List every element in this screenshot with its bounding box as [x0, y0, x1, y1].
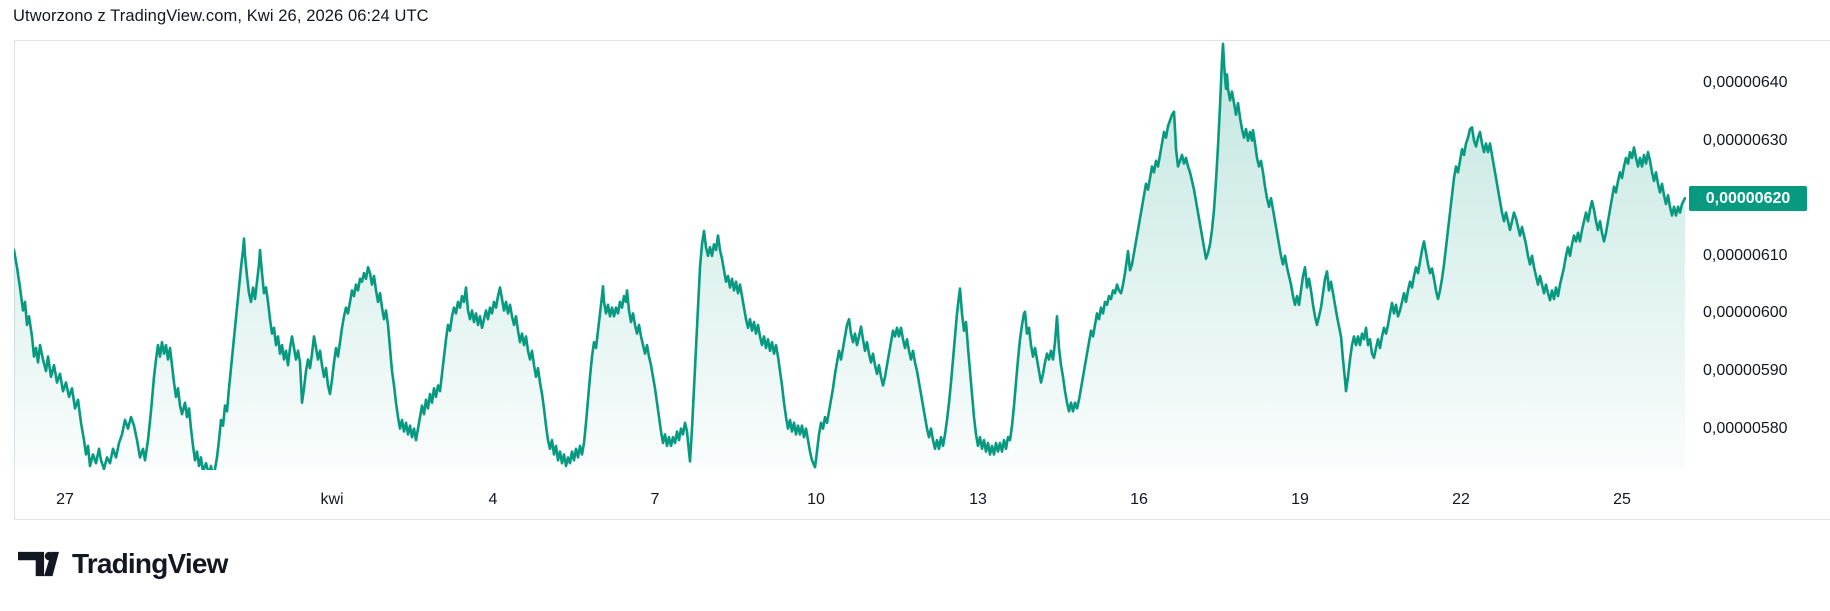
- time-tick-label: 16: [1130, 491, 1148, 508]
- tradingview-logo[interactable]: TradingView: [18, 548, 228, 580]
- tradingview-mark-icon: [18, 551, 59, 577]
- price-line: [14, 42, 1686, 470]
- time-tick-label: 4: [488, 491, 498, 508]
- price-tick-label: 0,00000610: [1703, 246, 1788, 264]
- price-tick-label: 0,00000640: [1703, 74, 1788, 91]
- time-tick-label: 19: [1291, 491, 1309, 508]
- time-tick-label: kwi: [320, 491, 344, 508]
- tradingview-logo-text: TradingView: [72, 548, 228, 579]
- price-tick-label: 0,00000630: [1703, 131, 1788, 149]
- attribution-text: Utworzono z TradingView.com, Kwi 26, 202…: [13, 7, 429, 25]
- price-tick-label: 0,00000580: [1703, 419, 1788, 437]
- time-tick-label: 13: [969, 491, 987, 508]
- time-tick-label: 10: [807, 491, 825, 508]
- time-tick-label: 27: [56, 491, 74, 508]
- current-price-badge: 0,00000620: [1689, 185, 1807, 211]
- price-tick-label: 0,00000600: [1703, 304, 1788, 322]
- price-area-fill: [14, 43, 1685, 470]
- time-tick-label: 7: [650, 491, 660, 508]
- price-tick-label: 0,00000590: [1703, 362, 1788, 379]
- time-tick-label: 25: [1613, 491, 1631, 508]
- time-tick-label: 22: [1452, 491, 1470, 508]
